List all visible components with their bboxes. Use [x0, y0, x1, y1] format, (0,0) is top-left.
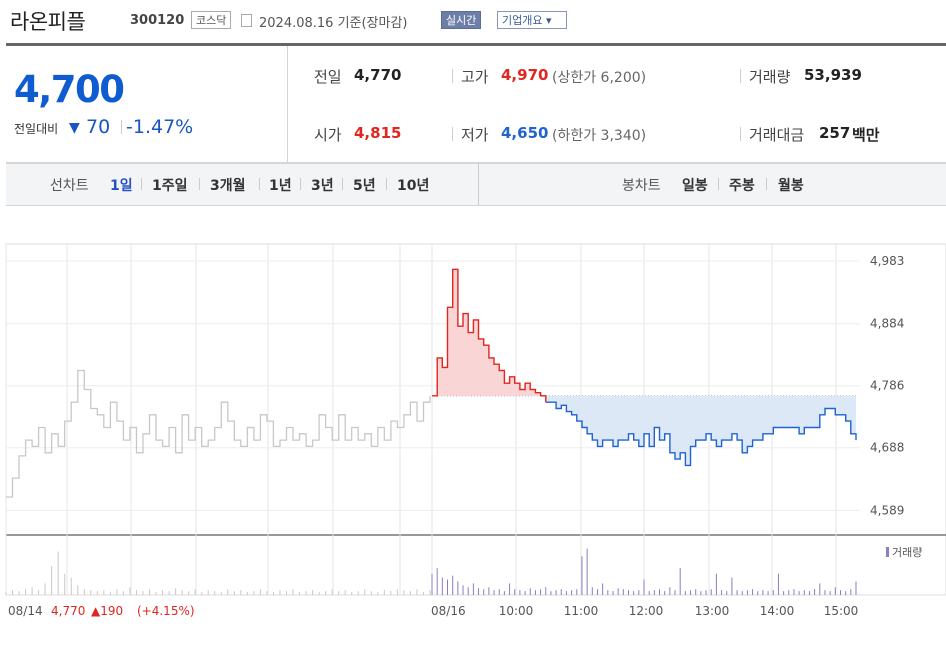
change-value: 70	[86, 116, 111, 138]
price-box: 4,700 전일대비 ▼ 70 -1.47%	[6, 46, 288, 162]
realtime-button[interactable]: 실시간	[441, 11, 482, 29]
divider	[199, 178, 200, 190]
down-area	[545, 395, 856, 466]
divider	[452, 127, 453, 141]
company-info-dropdown[interactable]: 기업개요 ▾	[497, 11, 567, 29]
open-label: 시가	[314, 126, 342, 144]
tabs-divider	[478, 164, 479, 205]
upper-limit: (상한가 6,200)	[552, 70, 647, 86]
stock-code: 300120	[130, 13, 185, 28]
y-tick-label: 4,688	[870, 441, 904, 455]
divider	[740, 127, 741, 141]
divider	[452, 69, 453, 83]
prev-close-value: 4,770	[354, 66, 402, 84]
change-rate: -1.47%	[126, 116, 194, 138]
down-triangle-icon: ▼	[69, 120, 80, 136]
tab-10year[interactable]: 10년	[397, 178, 430, 194]
amount-unit: 백만	[852, 126, 880, 144]
change-divider	[121, 120, 122, 134]
change-label: 전일대비	[14, 122, 59, 136]
up-area	[432, 269, 546, 403]
amount-value: 257	[819, 124, 851, 142]
x-tick-label: 10:00	[499, 604, 534, 618]
prev-close-label: 전일	[314, 68, 342, 86]
y-tick-label: 4,589	[870, 503, 904, 517]
stock-name[interactable]: 라온피플	[10, 10, 86, 34]
tab-monthly-candle[interactable]: 월봉	[778, 178, 804, 194]
divider	[141, 178, 142, 190]
low-value: 4,650	[501, 124, 549, 142]
tab-5year[interactable]: 5년	[353, 178, 376, 194]
low-label: 저가	[461, 126, 489, 144]
x-label-prev-date: 08/14	[8, 604, 43, 618]
prev-day-line	[6, 369, 431, 498]
volume-legend-swatch	[886, 547, 889, 557]
current-price: 4,700	[14, 68, 125, 111]
y-tick-label: 4,983	[870, 254, 904, 268]
divider	[342, 178, 343, 190]
tab-3month[interactable]: 3개월	[210, 178, 246, 194]
prev-day-close: 4,770	[51, 604, 85, 618]
divider	[386, 178, 387, 190]
prev-day-rate: (+4.15%)	[137, 604, 195, 618]
open-value: 4,815	[354, 124, 402, 142]
today-line-up	[432, 268, 547, 403]
quote-date: 2024.08.16 기준(장마감)	[259, 16, 408, 31]
lower-limit: (하한가 3,340)	[552, 128, 647, 144]
tab-1year[interactable]: 1년	[269, 178, 292, 194]
tab-daily-candle[interactable]: 일봉	[682, 178, 708, 194]
divider	[259, 178, 260, 190]
calendar-icon	[241, 14, 252, 27]
divider	[718, 178, 719, 190]
x-label-today-date: 08/16	[431, 604, 466, 618]
x-tick-label: 15:00	[824, 604, 859, 618]
quote-panel: 4,700 전일대비 ▼ 70 -1.47% 전일 4,770 고가 4,970…	[6, 46, 946, 163]
tab-3year[interactable]: 3년	[311, 178, 334, 194]
x-tick-label: 12:00	[629, 604, 664, 618]
divider	[766, 178, 767, 190]
volume-value: 53,939	[804, 66, 862, 84]
market-badge: 코스닥	[191, 11, 232, 29]
volume-label: 거래량	[749, 68, 791, 86]
volume-legend-label: 거래량	[892, 546, 922, 559]
tab-1week[interactable]: 1주일	[152, 178, 188, 194]
y-tick-label: 4,786	[870, 379, 904, 393]
today-line-down	[545, 401, 857, 467]
x-tick-label: 13:00	[695, 604, 730, 618]
divider	[740, 69, 741, 83]
tab-1day[interactable]: 1일	[110, 178, 133, 194]
tab-weekly-candle[interactable]: 주봉	[729, 178, 755, 194]
high-value: 4,970	[501, 66, 549, 84]
divider	[300, 178, 301, 190]
stock-header: 라온피플 300120 코스닥 2024.08.16 기준(장마감) 실시간 기…	[0, 0, 946, 42]
line-chart-label: 선차트	[50, 178, 89, 194]
amount-label: 거래대금	[749, 126, 805, 144]
high-label: 고가	[461, 68, 489, 86]
prev-day-change: ▲190	[91, 604, 123, 618]
header-divider	[6, 43, 946, 46]
y-tick-label: 4,884	[870, 317, 904, 331]
x-tick-label: 11:00	[564, 604, 599, 618]
chart-period-tabs: 선차트 1일 1주일 3개월 1년 3년 5년 10년 봉차트 일봉 주봉 월봉	[6, 163, 946, 206]
candle-chart-label: 봉차트	[622, 178, 661, 194]
x-tick-label: 14:00	[760, 604, 795, 618]
